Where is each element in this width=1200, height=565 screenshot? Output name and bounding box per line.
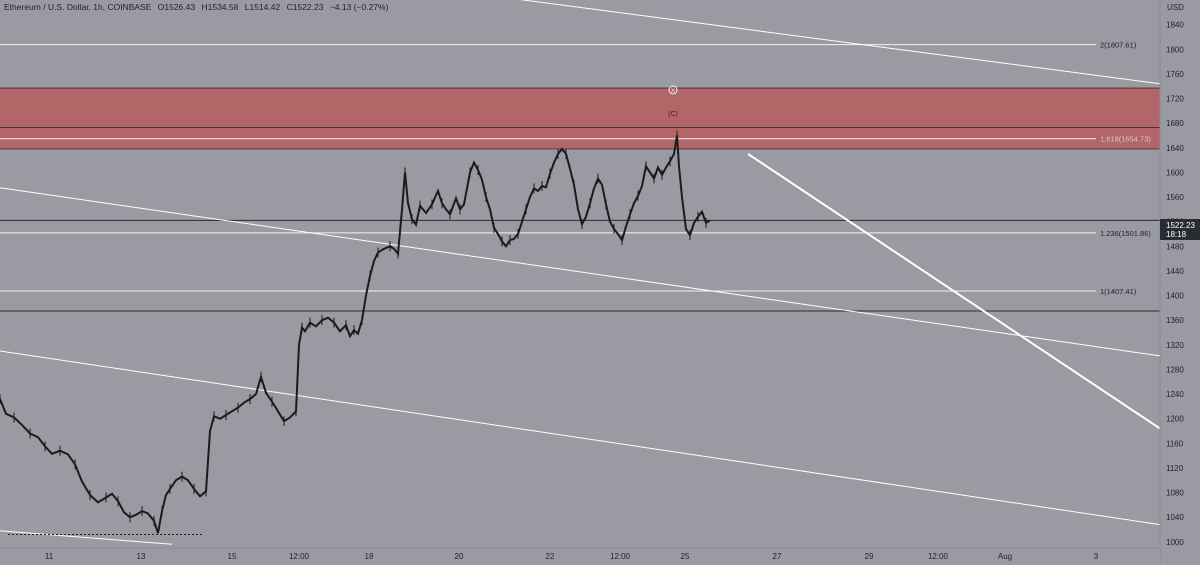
y-tick-label: 1280 [1166,365,1184,374]
x-tick-labels: 11 13 15 12:00 18 20 22 12:00 25 27 29 12:00 Aug 3 [45,552,1099,561]
fib-label: 1.236(1501.86) [1100,229,1151,238]
x-tick-label: 29 [865,552,874,561]
trend-line-3 [519,0,1161,85]
x-tick-label: 13 [137,552,146,561]
last-price-value: 1522.23 [1166,221,1195,230]
y-tick-label: 1720 [1166,95,1184,104]
y-tick-label: 1560 [1166,193,1184,202]
wave-label-c: (C) [668,111,678,118]
x-tick-label: 18 [365,552,374,561]
x-tick-label: 20 [455,552,464,561]
wave-label-x: X [671,89,675,95]
ohlc-high: H1534.58 [201,2,239,12]
trend-line-0 [0,187,1161,357]
x-tick-label: Aug [998,552,1012,561]
y-tick-label: 1320 [1166,341,1184,350]
resistance-zone [0,88,1160,150]
x-tick-label: 3 [1094,552,1099,561]
annotation-layer: X (C) [668,85,678,118]
y-tick-label: 1400 [1166,292,1184,301]
trend-line-4 [747,153,1161,430]
y-tick-label: 1600 [1166,168,1184,177]
price-axis[interactable] [1160,0,1200,565]
y-tick-label: 1760 [1166,70,1184,79]
y-tick-label: 1480 [1166,242,1184,251]
time-axis[interactable] [0,548,1160,565]
y-tick-label: 1080 [1166,489,1184,498]
x-tick-label: 12:00 [289,552,310,561]
resistance-zone-layer [0,87,1160,150]
x-tick-label: 12:00 [610,552,631,561]
fib-label: 2(1807.61) [1100,41,1137,50]
symbol-header: Ethereum / U.S. Dollar, 1h, COINBASE O15… [4,2,392,12]
ohlc-open: O1526.43 [157,2,196,12]
y-tick-label: 1840 [1166,21,1184,30]
y-tick-label: 1640 [1166,144,1184,153]
y-tick-label: 1160 [1166,439,1184,448]
x-tick-label: 11 [45,552,54,561]
x-tick-label: 15 [228,552,237,561]
ohlc-close: C1522.23 [286,2,324,12]
y-tick-label: 1440 [1166,267,1184,276]
horizontal-lines-layer: 2(1807.61) 1.618(1654.73) 1.236(1501.86) 1(… [0,41,1160,312]
currency-label: USD [1167,3,1184,12]
y-tick-label: 1120 [1166,464,1184,473]
y-tick-label: 1200 [1166,415,1184,424]
plot-background [0,0,1160,548]
y-tick-label: 1000 [1166,538,1184,547]
ohlc-change: −4.13 (−0.27%) [329,2,389,12]
y-tick-label: 1360 [1166,316,1184,325]
ohlc-low: L1514.42 [244,2,281,12]
price-line [0,135,711,534]
symbol-title[interactable]: Ethereum / U.S. Dollar, 1h, COINBASE [4,2,152,12]
y-tick-label: 1680 [1166,119,1184,128]
y-tick-label: 1240 [1166,390,1184,399]
y-tick-label: 1040 [1166,513,1184,522]
x-tick-label: 27 [773,552,782,561]
fib-label: 1(1407.41) [1100,287,1137,296]
wave-circle-marker [668,85,678,95]
x-tick-label: 12:00 [928,552,949,561]
last-price-tag: 1522.23 18:18 [1160,219,1200,240]
trend-lines-layer [0,0,1161,545]
trend-line-2 [0,530,173,545]
y-tick-label: 1800 [1166,45,1184,54]
trend-line-1 [0,350,1161,526]
price-series-layer [0,130,711,534]
x-tick-label: 25 [681,552,690,561]
x-tick-label: 22 [546,552,555,561]
fib-label: 1.618(1654.73) [1100,135,1151,144]
last-price-countdown: 18:18 [1166,230,1187,239]
